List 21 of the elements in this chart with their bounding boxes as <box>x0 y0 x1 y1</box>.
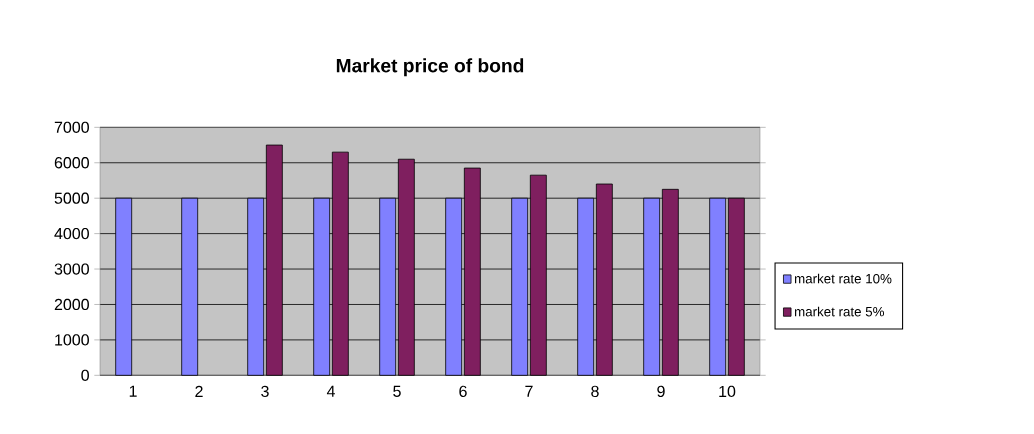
y-tick-label: 4000 <box>54 227 89 240</box>
legend-label: market rate 10% <box>794 273 892 284</box>
x-tick-label: 9 <box>657 385 665 398</box>
x-tick-label: 6 <box>459 385 467 398</box>
x-tick-label: 3 <box>261 385 269 398</box>
x-tick-label: 4 <box>326 385 335 397</box>
x-tick-label: 5 <box>393 385 401 397</box>
y-tick-label: 7000 <box>54 121 89 133</box>
y-tick-label: 6000 <box>54 157 89 169</box>
x-tick-label: 7 <box>525 385 533 397</box>
legend-label: market rate 5% <box>794 306 885 317</box>
y-tick-label: 2000 <box>54 298 89 311</box>
y-tick-label: 3000 <box>54 263 89 275</box>
x-tick-label: 1 <box>129 385 137 397</box>
x-tick-label: 2 <box>195 385 203 397</box>
chart-title: Market price of bond <box>336 58 524 77</box>
y-tick-label: 0 <box>81 369 89 381</box>
y-tick-label: 1000 <box>55 334 89 346</box>
y-tick-label: 5000 <box>54 192 89 204</box>
x-tick-label: 10 <box>719 385 736 398</box>
x-tick-label: 8 <box>591 385 599 398</box>
